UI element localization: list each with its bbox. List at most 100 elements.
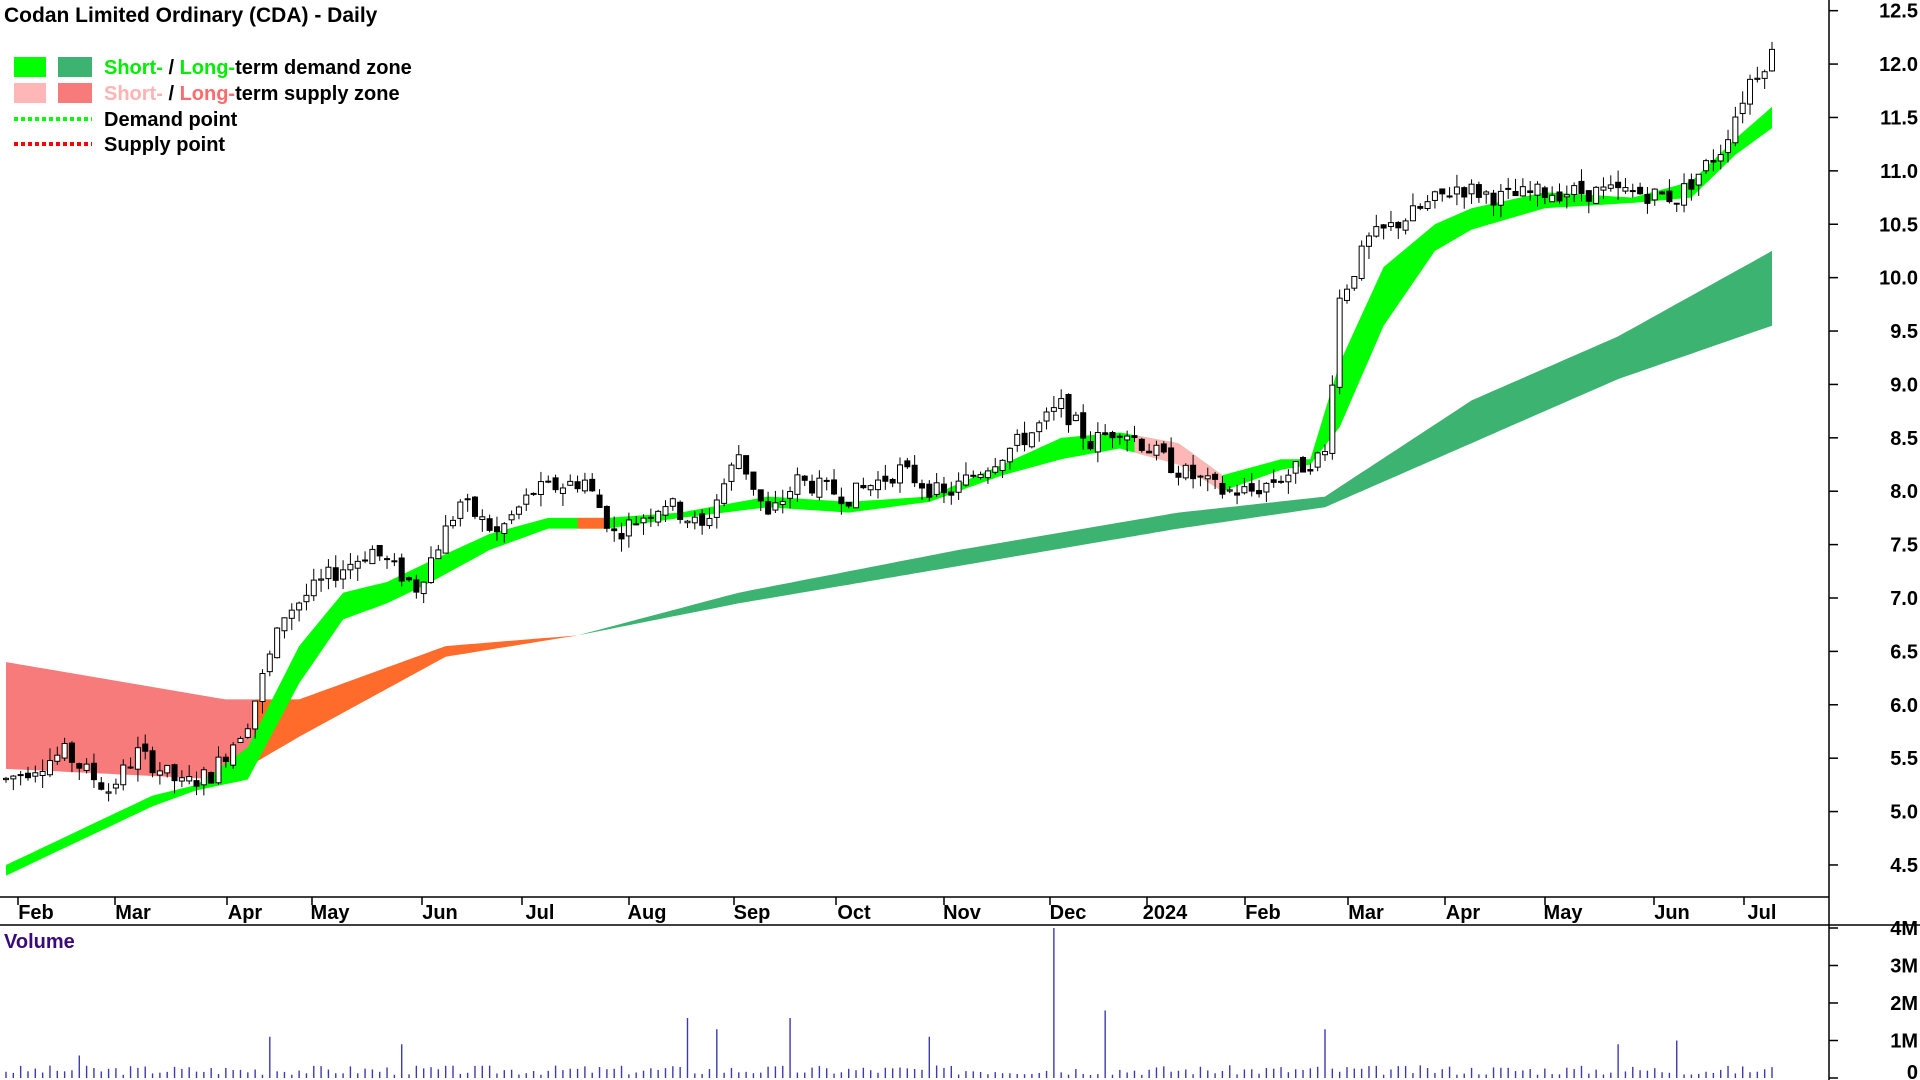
x-tick-label: Dec [1050,902,1087,924]
candle [332,555,339,588]
candle [691,511,698,530]
y-tick-label: 8.0 [1890,481,1918,503]
candle [515,505,522,520]
candle [1014,429,1021,452]
candle [186,765,193,785]
x-tick-label: Feb [1245,902,1281,924]
candle [1519,178,1526,197]
candle [1695,173,1702,196]
candle [1329,375,1336,460]
candle [640,514,647,535]
candle [1475,181,1482,203]
candle [1365,232,1372,259]
candle [318,568,325,592]
candle [127,757,134,769]
candle [559,483,566,506]
candle [589,473,596,492]
long-supply-zone [6,662,256,780]
candle [882,464,889,490]
candle [1673,202,1680,213]
candle [1292,461,1299,484]
candle [274,626,281,659]
candle [1387,210,1394,231]
candle [574,475,581,493]
candle [413,574,420,599]
candle [706,508,713,529]
candle [1681,173,1688,213]
y-tick-label: 8.5 [1890,428,1918,450]
x-tick-label: 2024 [1143,902,1188,924]
candle [83,758,90,774]
candle [845,501,852,509]
candle [340,560,347,590]
candle [794,467,801,502]
candle [244,723,251,739]
candle [1248,473,1255,497]
candle [493,516,500,541]
candle [369,545,376,565]
candle [662,500,669,522]
legend-item: Supply point [14,134,225,156]
candle [442,515,449,554]
candle [464,493,471,512]
candle [10,775,17,791]
candle [1637,182,1644,195]
candle [1190,454,1197,489]
candle [918,479,925,500]
candle [354,555,361,581]
candle [1226,486,1233,494]
candle [1607,175,1614,192]
candle [1666,179,1673,204]
candle [1204,467,1211,492]
candle [1402,218,1409,235]
x-tick-label: May [311,902,351,924]
candle [1512,178,1519,197]
candle [1124,430,1131,452]
y-tick-label: 6.5 [1890,641,1918,663]
candle [1050,396,1057,421]
chart-title: Codan Limited Ordinary (CDA) - Daily [4,4,378,27]
legend-item: Short- / Long-term demand zone [14,57,412,79]
candle [669,497,676,511]
candle [105,783,112,802]
y-axis: 12.5 12.0 11.5 11.0 10.5 10.0 9.5 9.0 8.5 8.0 7.5 7… [1829,1,1918,877]
x-tick-label: Jun [1654,902,1690,924]
y-tick-label: 11.0 [1880,161,1918,183]
candle [1102,424,1109,436]
candle [1629,183,1636,198]
candle [875,471,882,499]
candle [1600,177,1607,200]
candle [1490,189,1497,217]
candle [1212,471,1219,490]
candle [1021,421,1028,452]
candle [1395,221,1402,239]
candle [1585,190,1592,214]
candle [1256,479,1263,498]
candle [1080,404,1087,450]
x-axis: Feb Mar Apr May Jun Jul Aug Sep Oct Nov Dec 2024 Feb… [17,897,1776,924]
volume-tick-label: 2M [1890,993,1918,1015]
legend-swatch [58,57,92,77]
candle [933,473,940,498]
candle [999,459,1006,478]
candle [596,489,603,508]
candle [1563,185,1570,209]
candle [530,492,537,496]
legend: Short- / Long-term demand zone Short- / L… [14,57,412,156]
candle [164,764,171,778]
volume-panel: 4M 3M 2M 1M 0 [5,918,1918,1080]
candle [200,766,207,796]
candle [757,489,764,512]
candle [750,471,757,496]
short-demand-zone [6,106,1772,876]
candle [1373,214,1380,238]
candle [1285,469,1292,494]
candle [17,770,24,786]
candle [501,522,508,543]
candle [1116,433,1123,445]
candle [1622,178,1629,194]
candle [1358,240,1365,281]
legend-label: Short- / Long-term supply zone [104,83,400,105]
candle [1571,182,1578,203]
x-tick-label: Oct [837,902,871,924]
